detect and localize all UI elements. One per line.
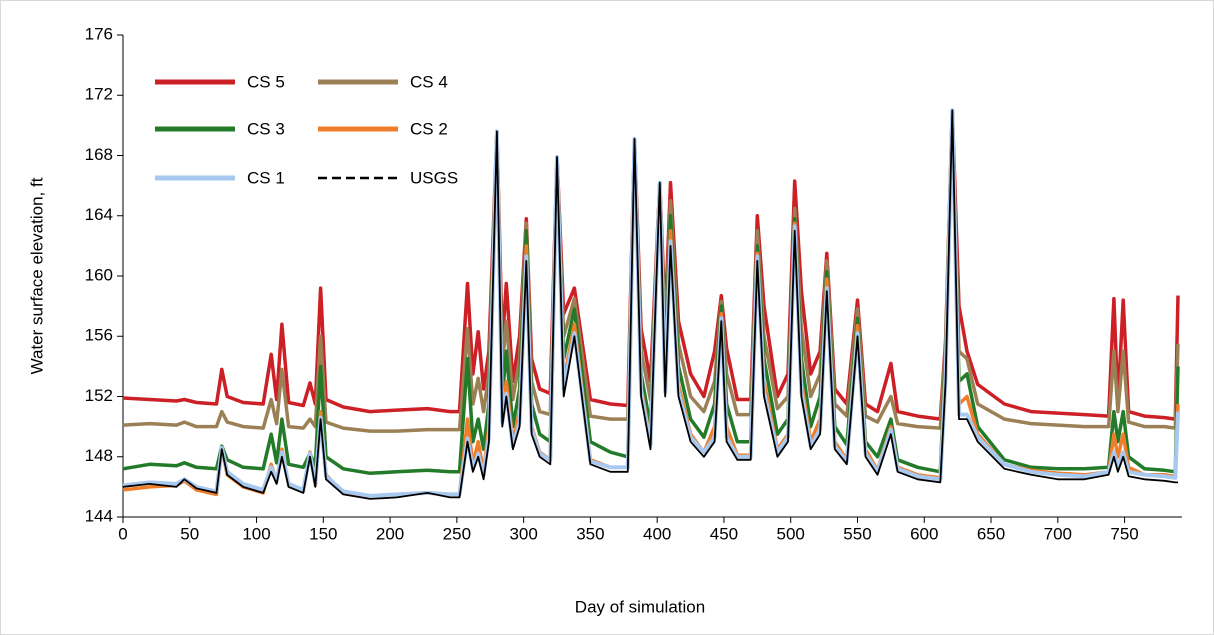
x-tick-label: 350 [576, 524, 604, 543]
x-tick-label: 450 [710, 524, 738, 543]
x-tick-label: 550 [843, 524, 871, 543]
series-line [122, 109, 1178, 500]
x-axis-label: Day of simulation [575, 597, 705, 616]
x-tick-label: 400 [643, 524, 671, 543]
y-tick-label: 172 [85, 85, 113, 104]
x-tick-label: 150 [309, 524, 337, 543]
y-tick-label: 168 [85, 145, 113, 164]
x-tick-label: 650 [977, 524, 1005, 543]
y-tick-label: 156 [85, 326, 113, 345]
x-tick-label: 250 [443, 524, 471, 543]
y-tick-label: 144 [85, 506, 113, 525]
x-tick-label: 500 [777, 524, 805, 543]
y-axis-label: Water surface elevation, ft [27, 177, 46, 374]
x-tick-label: 0 [118, 524, 127, 543]
x-tick-label: 750 [1110, 524, 1138, 543]
y-tick-label: 176 [85, 24, 113, 43]
legend-label: USGS [410, 168, 458, 187]
x-tick-label: 300 [509, 524, 537, 543]
legend-label: CS 3 [247, 119, 285, 138]
x-tick-label: 600 [910, 524, 938, 543]
x-tick-label: 100 [242, 524, 270, 543]
y-tick-label: 164 [85, 205, 113, 224]
legend-label: CS 4 [410, 72, 448, 91]
legend-label: CS 1 [247, 168, 285, 187]
x-tick-label: 50 [180, 524, 199, 543]
x-tick-label: 700 [1044, 524, 1072, 543]
y-tick-label: 148 [85, 446, 113, 465]
y-tick-label: 160 [85, 265, 113, 284]
legend-label: CS 5 [247, 72, 285, 91]
legend-label: CS 2 [410, 119, 448, 138]
y-tick-label: 152 [85, 386, 113, 405]
x-tick-label: 200 [376, 524, 404, 543]
